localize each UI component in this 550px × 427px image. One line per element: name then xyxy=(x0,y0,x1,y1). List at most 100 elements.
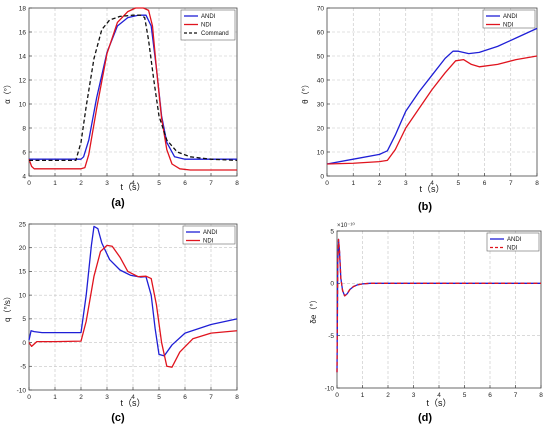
y-tick-label: 5 xyxy=(22,316,26,323)
x-tick-label: 1 xyxy=(351,180,355,187)
legend: ANDI NDI xyxy=(486,232,540,252)
y-tick-label: 14 xyxy=(19,53,27,60)
y-axis-label: q（°/s） xyxy=(3,292,12,322)
chart-a: 0 1 2 3 4 5 6 7 84681012141618t（s）α（°）(a)ANDINDI… xyxy=(3,5,239,209)
y-tick-label: -5 xyxy=(20,364,26,371)
legend-label: ANDI xyxy=(201,14,216,20)
y-tick-label: -10 xyxy=(325,385,335,392)
x-tick-label: 4 xyxy=(131,180,135,187)
y-tick-label: 70 xyxy=(317,5,325,12)
legend-label: NDI xyxy=(201,23,212,29)
x-tick-label: 5 xyxy=(157,180,161,187)
axis-exponent: ×10⁻¹⁰ xyxy=(337,222,355,229)
x-tick-label: 5 xyxy=(463,392,467,399)
y-tick-label: 50 xyxy=(317,53,325,60)
x-tick-label: 5 xyxy=(157,394,161,401)
x-tick-label: 3 xyxy=(404,180,408,187)
y-tick-label: 40 xyxy=(317,77,325,84)
x-tick-label: 6 xyxy=(183,394,187,401)
y-tick-label: 10 xyxy=(19,292,27,299)
y-tick-label: 15 xyxy=(19,269,27,276)
y-axis-label: α（°） xyxy=(3,80,12,104)
series-line-ndi xyxy=(326,55,538,165)
y-tick-label: 0 xyxy=(330,281,334,288)
x-tick-label: 7 xyxy=(209,394,213,401)
y-tick-label: 0 xyxy=(22,340,26,347)
series-line-ndi xyxy=(336,238,541,373)
x-tick-label: 1 xyxy=(53,394,57,401)
y-tick-label: 25 xyxy=(19,221,27,228)
x-tick-label: 7 xyxy=(209,180,213,187)
y-tick-label: 60 xyxy=(317,29,325,36)
x-tick-label: 3 xyxy=(105,180,109,187)
y-tick-label: 20 xyxy=(19,245,27,252)
series-line-andi xyxy=(326,27,538,165)
x-tick-label: 0 xyxy=(27,180,31,187)
x-tick-label: 8 xyxy=(235,180,239,187)
legend-label: NDI xyxy=(503,23,514,29)
plot-area xyxy=(337,231,541,388)
legend-label: Command xyxy=(201,31,229,37)
x-axis-label: t（s） xyxy=(419,184,444,194)
x-tick-label: 8 xyxy=(535,180,539,187)
legend-label: ANDI xyxy=(203,230,218,236)
legend-box xyxy=(486,232,540,252)
legend: ANDI NDI xyxy=(482,9,536,29)
series-line-ndi xyxy=(28,7,237,171)
x-tick-label: 0 xyxy=(27,394,31,401)
x-tick-label: 4 xyxy=(430,180,434,187)
y-tick-label: 12 xyxy=(19,77,27,84)
series-line-command xyxy=(29,14,238,162)
x-tick-label: 4 xyxy=(437,392,441,399)
x-tick-label: 2 xyxy=(79,394,83,401)
y-tick-label: 6 xyxy=(22,149,26,156)
x-tick-label: 6 xyxy=(483,180,487,187)
legend-label: NDI xyxy=(203,239,214,245)
y-tick-label: 0 xyxy=(320,173,324,180)
y-tick-label: 8 xyxy=(22,125,26,132)
legend-box xyxy=(482,9,536,29)
y-tick-label: -5 xyxy=(328,333,334,340)
x-tick-label: 2 xyxy=(386,392,390,399)
panel-caption: (b) xyxy=(418,201,432,213)
x-tick-label: 2 xyxy=(378,180,382,187)
y-tick-label: 18 xyxy=(19,5,27,12)
x-tick-label: 4 xyxy=(131,394,135,401)
y-tick-label: 5 xyxy=(330,228,334,235)
x-tick-label: 6 xyxy=(488,392,492,399)
x-tick-label: 2 xyxy=(79,180,83,187)
panel-caption: (c) xyxy=(111,412,125,424)
x-tick-label: 8 xyxy=(539,392,543,399)
legend-label: ANDI xyxy=(503,14,518,20)
y-tick-label: 20 xyxy=(317,125,325,132)
legend: ANDI NDI xyxy=(182,225,236,245)
x-tick-label: 5 xyxy=(456,180,460,187)
legend-label: ANDI xyxy=(507,237,522,243)
x-tick-label: 7 xyxy=(509,180,513,187)
y-tick-label: -10 xyxy=(17,387,27,394)
x-tick-label: 7 xyxy=(514,392,518,399)
x-tick-label: 3 xyxy=(412,392,416,399)
y-axis-label: θ（°） xyxy=(301,80,310,104)
y-tick-label: 16 xyxy=(19,29,27,36)
legend-label: NDI xyxy=(507,246,518,252)
x-tick-label: 1 xyxy=(361,392,365,399)
x-axis-label: t（s） xyxy=(120,398,145,408)
x-axis-label: t（s） xyxy=(120,182,145,192)
x-tick-label: 0 xyxy=(335,392,339,399)
y-axis-label: δe（°） xyxy=(309,295,318,323)
panel-caption: (d) xyxy=(418,412,432,424)
chart-d: 0 1 2 3 4 5 6 7 8-10-505×10⁻¹⁰t（s）δe（°）(d)ANDIND… xyxy=(309,222,543,424)
x-tick-label: 3 xyxy=(105,394,109,401)
x-tick-label: 0 xyxy=(325,180,329,187)
series-line-ndi xyxy=(28,244,238,368)
x-tick-label: 6 xyxy=(183,180,187,187)
legend: ANDI NDI Command xyxy=(180,9,236,41)
panel-caption: (a) xyxy=(111,197,125,209)
y-tick-label: 10 xyxy=(317,149,325,156)
x-tick-label: 8 xyxy=(235,394,239,401)
series-line-andi xyxy=(28,225,238,357)
x-axis-label: t（s） xyxy=(426,398,451,408)
y-tick-label: 4 xyxy=(22,173,26,180)
